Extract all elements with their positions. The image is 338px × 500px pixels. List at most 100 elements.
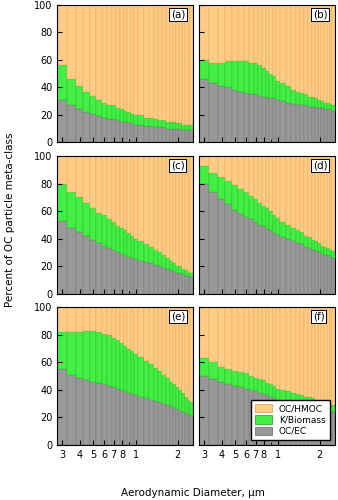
Bar [149,264,154,294]
Bar [266,308,269,383]
Bar [83,5,90,92]
Bar [238,214,244,294]
Bar [185,397,188,413]
Bar [139,242,144,260]
Bar [90,5,96,96]
Bar [276,100,281,142]
Bar [300,396,304,405]
Bar [149,400,154,445]
Bar [124,5,127,111]
Bar [162,120,166,128]
Bar [232,370,238,386]
Bar [83,112,90,142]
Bar [188,5,190,124]
Bar [269,211,273,231]
Bar [232,386,238,445]
Bar [249,390,254,445]
Bar [124,308,127,346]
Bar [332,258,335,294]
Bar [124,392,127,445]
Bar [324,308,327,402]
Bar [269,156,273,211]
Bar [315,156,318,242]
Bar [67,156,76,192]
Bar [218,177,225,199]
Bar [112,222,116,250]
Bar [166,122,170,128]
Bar [90,96,96,114]
Bar [332,251,335,258]
Bar [225,5,232,62]
Bar [300,5,304,93]
Bar [218,86,225,142]
Bar [232,62,238,90]
Text: (b): (b) [313,9,328,19]
Bar [269,308,273,384]
Bar [300,156,304,232]
Bar [57,100,67,142]
Bar [266,229,269,294]
Bar [96,308,102,332]
Bar [315,308,318,400]
Bar [90,331,96,382]
Bar [57,308,67,332]
Bar [176,128,179,142]
Bar [67,5,76,79]
Bar [312,308,315,398]
Bar [296,92,300,104]
Bar [296,156,300,230]
Bar [107,220,112,248]
Bar [134,124,139,142]
Bar [124,230,127,255]
Bar [262,206,266,227]
Bar [330,104,332,110]
Bar [308,97,312,106]
Bar [182,156,185,269]
Bar [107,386,112,445]
Bar [139,115,144,124]
Bar [296,5,300,92]
Bar [190,156,193,273]
Bar [57,156,67,184]
Bar [312,240,315,250]
Bar [276,80,281,100]
Bar [112,156,116,222]
Bar [254,222,258,294]
Bar [166,405,170,445]
Bar [300,405,304,445]
Bar [199,79,209,142]
Bar [296,243,300,294]
Bar [131,123,134,142]
Bar [315,242,318,251]
Bar [304,397,308,406]
Bar [254,308,258,378]
Bar [176,273,179,293]
Bar [332,405,335,412]
Bar [304,247,308,294]
Bar [330,156,332,250]
Bar [170,308,173,382]
Bar [304,406,308,445]
Bar [185,124,188,130]
Bar [232,5,238,62]
Bar [158,5,162,120]
Bar [134,115,139,124]
Bar [330,412,332,445]
Bar [244,388,249,445]
Bar [258,96,262,142]
Bar [112,5,116,105]
Bar [102,156,107,216]
Bar [225,308,232,370]
Bar [249,5,254,62]
Bar [67,308,76,332]
Bar [134,5,139,115]
Bar [57,66,67,100]
Bar [199,156,209,166]
Bar [170,128,173,142]
Bar [262,97,266,142]
Bar [57,370,67,445]
Bar [318,156,321,243]
Text: Aerodynamic Diameter, μm: Aerodynamic Diameter, μm [121,488,265,498]
Bar [318,409,321,445]
Bar [321,254,324,294]
